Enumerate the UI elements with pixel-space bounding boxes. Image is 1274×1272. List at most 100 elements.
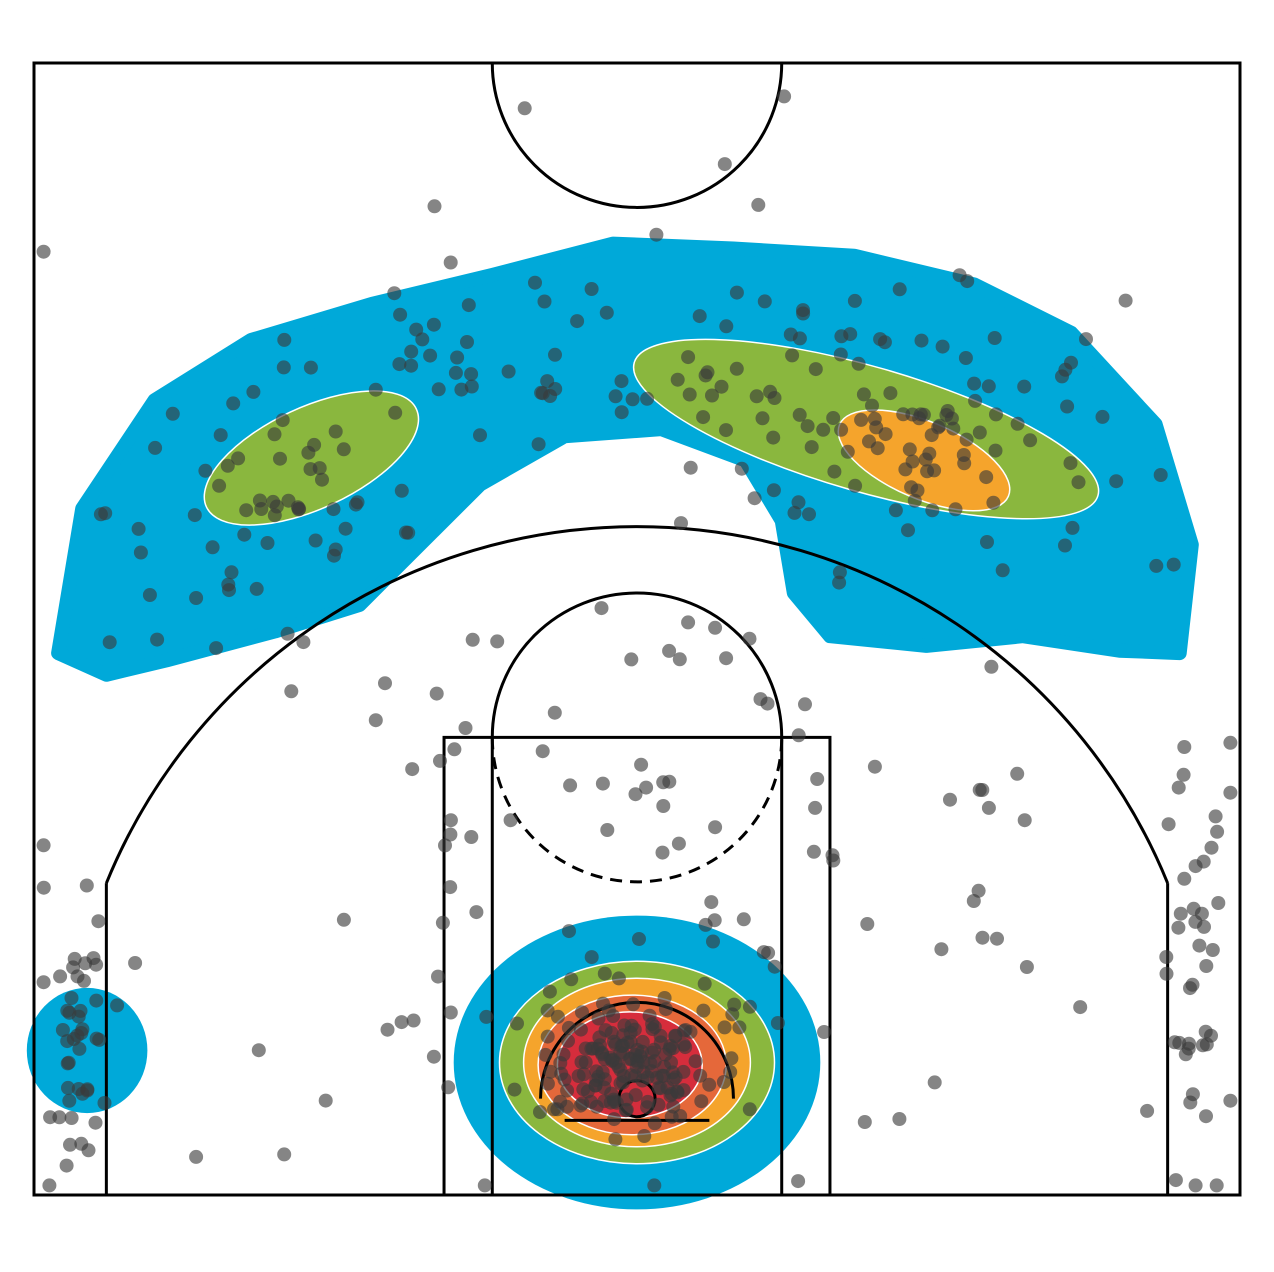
shot-point	[303, 360, 318, 375]
shot-point	[857, 1115, 872, 1129]
shot-point	[543, 1064, 558, 1079]
shot-point	[237, 527, 252, 542]
shot-point	[600, 823, 615, 837]
shot-point	[547, 705, 562, 720]
shot-point	[704, 895, 719, 910]
shot-point	[766, 483, 781, 498]
shot-point	[1199, 959, 1214, 973]
shot-points	[36, 89, 1238, 1193]
shot-point	[1223, 785, 1238, 800]
shot-point	[59, 1158, 74, 1173]
shot-point	[967, 376, 982, 391]
shot-point	[802, 507, 816, 522]
shot-point	[404, 358, 419, 373]
shot-point	[576, 1067, 591, 1082]
shot-point	[724, 1051, 739, 1066]
shot-point	[972, 425, 987, 440]
shot-point	[651, 1097, 666, 1112]
shot-point	[205, 540, 220, 555]
shot-point	[716, 1075, 731, 1089]
shot-point	[91, 914, 106, 929]
shot-point	[1095, 409, 1110, 424]
shot-point	[633, 1049, 648, 1063]
shot-point	[717, 1020, 732, 1035]
shot-point	[460, 335, 474, 349]
shot-point	[783, 327, 798, 342]
shot-point	[981, 379, 996, 394]
shot-point	[707, 913, 722, 928]
shot-point	[1153, 468, 1168, 482]
shot-point	[732, 1020, 747, 1035]
shot-point	[1010, 416, 1025, 431]
shot-point	[647, 1116, 662, 1131]
shot-point	[1168, 1173, 1183, 1188]
shot-point	[723, 1065, 738, 1079]
shot-point	[628, 787, 643, 802]
shot-point	[1019, 960, 1034, 974]
shot-point	[806, 844, 821, 859]
shot-point	[862, 434, 876, 449]
shot-point	[1183, 981, 1197, 996]
shot-point	[601, 1003, 616, 1018]
shot-point	[102, 635, 117, 650]
shot-point	[394, 1015, 409, 1030]
shot-point	[404, 344, 419, 359]
shot-point	[645, 1017, 660, 1031]
shot-point	[810, 772, 825, 786]
shot-point	[856, 387, 871, 402]
shot-point	[249, 581, 264, 596]
shot-point	[423, 348, 438, 363]
shot-point	[1060, 399, 1075, 414]
shot-point	[662, 643, 677, 658]
shot-point	[409, 322, 424, 337]
shot-point	[64, 1111, 79, 1125]
shot-point	[507, 1082, 522, 1097]
shot-point	[327, 548, 341, 563]
shot-point	[719, 651, 734, 666]
shot-point	[808, 362, 823, 377]
shot-point	[66, 1032, 81, 1046]
shot-point	[469, 905, 484, 920]
shot-point	[1223, 735, 1238, 750]
density-contour-level-1	[26, 987, 148, 1114]
shot-point	[426, 317, 441, 332]
shot-point	[553, 1056, 568, 1070]
shot-point	[490, 634, 505, 649]
shot-point	[450, 350, 465, 365]
shot-point	[1173, 906, 1188, 921]
shot-point	[599, 305, 614, 320]
shot-point	[548, 347, 562, 362]
shot-point	[533, 1105, 547, 1119]
shot-point	[840, 444, 855, 459]
shot-point	[825, 848, 840, 863]
shot-point	[61, 1080, 75, 1095]
shot-point	[618, 1103, 633, 1118]
shot-point	[673, 1109, 688, 1123]
shot-point	[705, 388, 719, 403]
shot-point	[1199, 1109, 1213, 1124]
shot-point	[224, 565, 239, 580]
shot-point	[443, 827, 458, 842]
shot-point	[888, 503, 903, 518]
shot-point	[681, 350, 696, 365]
shot-point	[791, 1174, 806, 1189]
shot-point	[239, 503, 254, 518]
shot-point	[607, 1112, 622, 1127]
shot-point	[625, 392, 640, 407]
shot-point	[431, 969, 445, 984]
shot-point	[766, 430, 781, 445]
shot-point	[734, 461, 749, 476]
shot-point	[597, 966, 612, 981]
shot-point	[847, 293, 862, 308]
shot-point	[66, 960, 81, 975]
shot-point	[473, 428, 487, 443]
shot-point	[296, 635, 311, 650]
shot-point	[291, 502, 306, 517]
shot-point	[742, 631, 757, 646]
shot-point	[209, 641, 224, 656]
shot-point	[464, 379, 479, 394]
shot-point	[787, 505, 802, 520]
shot-point	[189, 1149, 204, 1164]
shot-point	[62, 1005, 77, 1020]
